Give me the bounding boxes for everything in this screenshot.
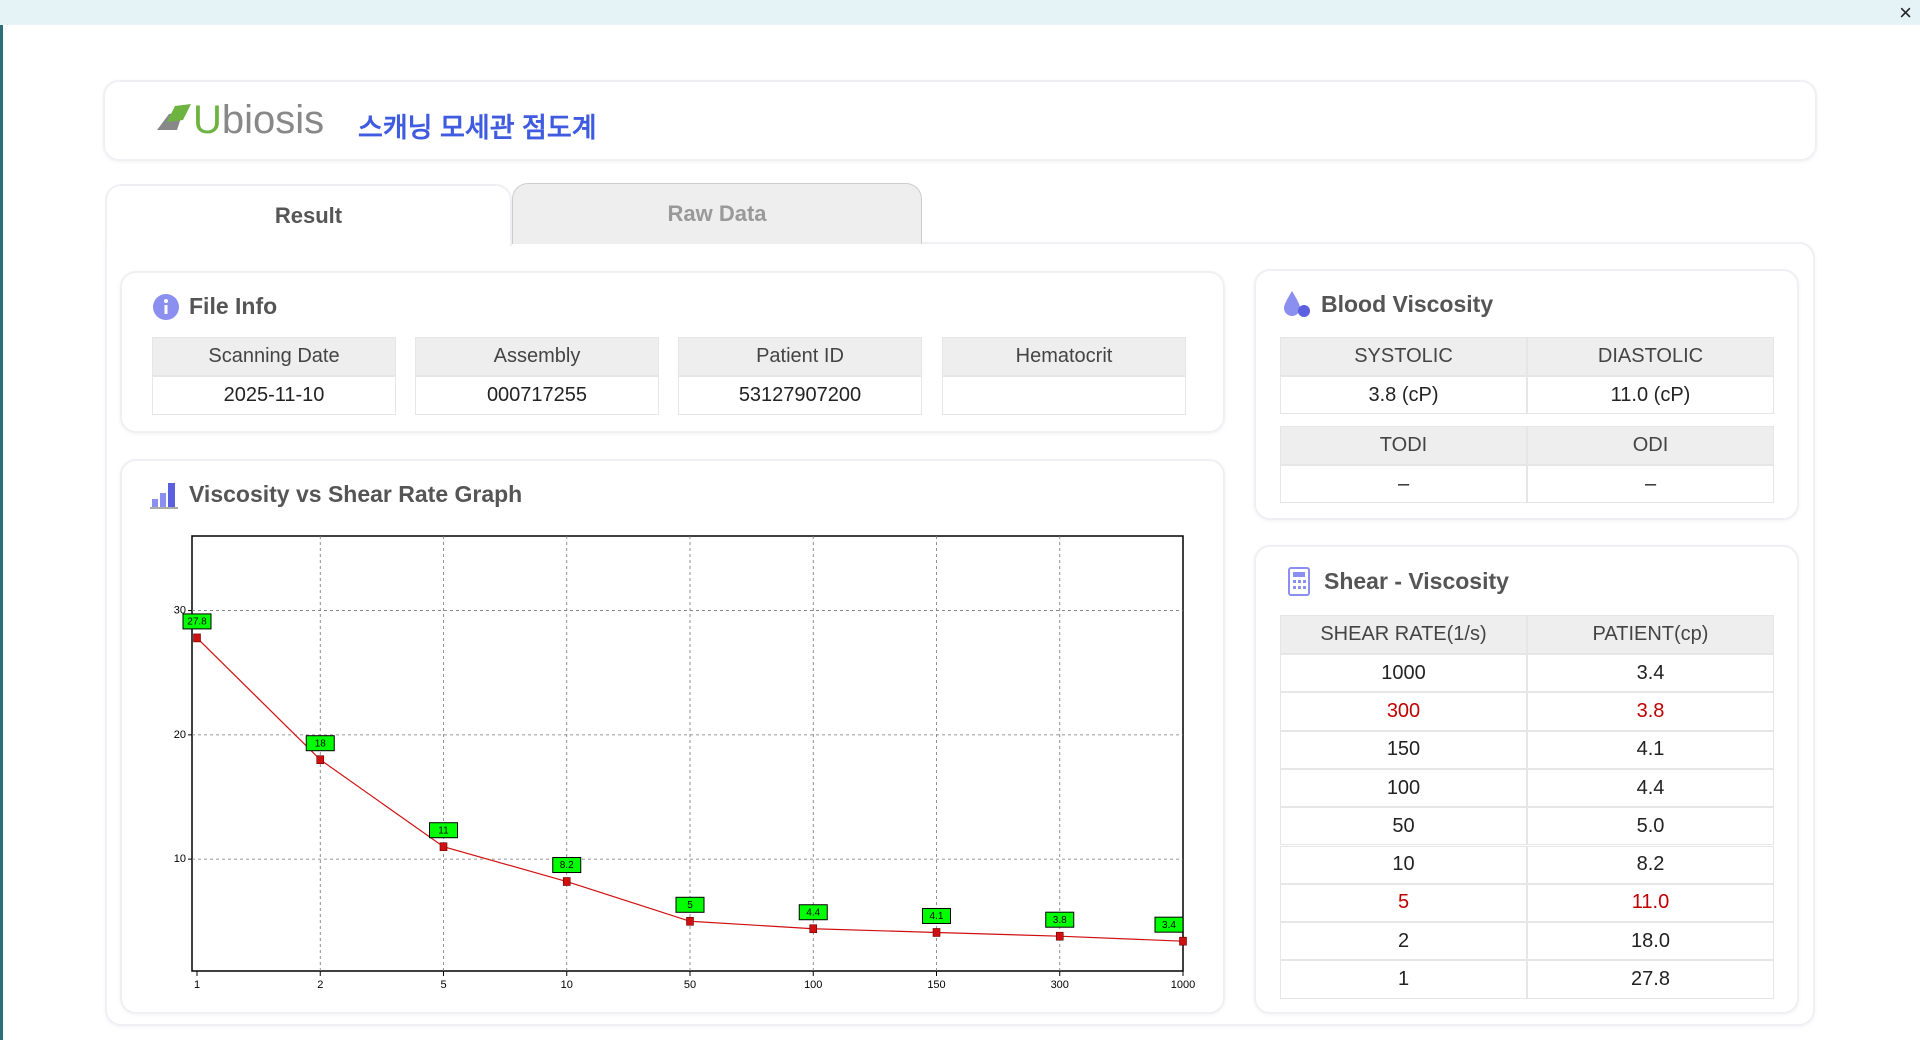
data-label-box	[922, 907, 951, 924]
x-tick-label: 2	[317, 979, 323, 991]
data-point	[1179, 936, 1187, 946]
data-label: 4.4	[806, 907, 820, 918]
table-cell: 4.1	[1527, 730, 1774, 769]
chart-icon	[150, 483, 178, 509]
data-label-box	[182, 613, 212, 630]
data-label-box	[1045, 911, 1075, 928]
table-cell: 100	[1280, 768, 1527, 808]
table-cell: 53127907200	[678, 376, 922, 415]
table-cell: –	[1527, 465, 1774, 503]
x-tick-label: 10	[561, 979, 573, 991]
tab-raw-data[interactable]: Raw Data	[512, 183, 922, 244]
data-point	[562, 877, 571, 886]
table-cell: 27.8	[1527, 960, 1774, 999]
title-bar	[0, 0, 1920, 25]
table-cell: 5.0	[1527, 807, 1774, 846]
data-label: 8.2	[560, 860, 574, 871]
table-cell: 150	[1280, 730, 1527, 769]
table-cell: 2	[1280, 922, 1527, 961]
calculator-icon	[1288, 567, 1310, 596]
data-label: 27.8	[187, 617, 207, 628]
x-tick-label: 300	[1051, 979, 1069, 991]
section-title: File Info	[189, 293, 278, 319]
table-header: Scanning Date	[152, 337, 396, 376]
table-cell: –	[1280, 465, 1527, 503]
tab-result[interactable]: Result	[105, 184, 512, 246]
brand: Ubiosis	[193, 98, 325, 142]
data-point	[193, 633, 201, 643]
table-cell: 8.2	[1527, 845, 1774, 884]
table-header: Assembly	[415, 337, 659, 376]
data-point	[1055, 931, 1064, 941]
data-point	[316, 755, 325, 765]
section-title: Shear - Viscosity	[1324, 568, 1509, 594]
table-header: TODI	[1280, 426, 1527, 465]
table-cell: 3.4	[1527, 654, 1774, 693]
data-label: 11	[438, 825, 449, 836]
data-label-box	[305, 735, 335, 752]
data-point	[932, 928, 941, 937]
x-tick-label: 150	[927, 979, 945, 991]
table-header: SHEAR RATE(1/s)	[1280, 615, 1527, 654]
window-border	[0, 25, 3, 1040]
table-cell: 50	[1280, 807, 1527, 846]
data-label-box	[429, 822, 458, 839]
drop-icon	[1284, 291, 1310, 317]
data-label: 3.4	[1162, 920, 1176, 931]
table-cell: 300	[1280, 692, 1527, 731]
data-point	[439, 842, 448, 852]
x-tick-label: 100	[804, 979, 822, 991]
close-button[interactable]: ×	[1899, 0, 1912, 25]
table-header: SYSTOLIC	[1280, 337, 1527, 376]
x-tick-label: 1	[194, 979, 200, 991]
data-point	[809, 924, 818, 934]
table-cell: 000717255	[415, 376, 659, 415]
data-label: 4.1	[930, 911, 944, 922]
table-cell: 11.0	[1527, 883, 1774, 923]
x-tick-label: 1000	[1171, 979, 1195, 991]
app-title: 스캐닝 모세관 점도계	[358, 113, 597, 143]
data-point	[686, 916, 694, 926]
table-cell: 4.4	[1527, 768, 1774, 808]
logo-icon	[157, 104, 191, 130]
data-label-box	[798, 904, 828, 921]
table-cell: 1	[1280, 960, 1527, 999]
table-header: PATIENT(cp)	[1527, 615, 1774, 654]
y-tick-label: 20	[174, 729, 186, 741]
table-cell: 5	[1280, 883, 1527, 923]
header-card: Ubiosis 스캐닝 모세관 점도계	[103, 80, 1817, 161]
x-tick-label: 50	[684, 979, 696, 991]
data-label-box	[552, 857, 582, 874]
y-tick-label: 10	[174, 853, 186, 865]
data-label: 18	[315, 738, 327, 749]
data-label: 3.8	[1053, 915, 1067, 926]
table-header: ODI	[1527, 426, 1774, 465]
table-cell: 3.8 (cP)	[1280, 376, 1527, 414]
table-header: Patient ID	[678, 337, 922, 376]
data-label: 5	[687, 900, 693, 911]
chart-title: Viscosity vs Shear Rate Graph	[189, 481, 523, 507]
section-title: Blood Viscosity	[1321, 291, 1494, 317]
data-label-box	[675, 896, 705, 913]
table-cell: 18.0	[1527, 922, 1774, 961]
info-icon	[153, 294, 179, 320]
data-label-box	[1154, 916, 1184, 933]
table-header: Hematocrit	[942, 337, 1186, 376]
x-tick-label: 5	[440, 979, 446, 991]
table-cell: 11.0 (cP)	[1527, 376, 1774, 414]
table-cell	[942, 376, 1186, 415]
table-header: DIASTOLIC	[1527, 337, 1774, 376]
table-cell: 3.8	[1527, 692, 1774, 731]
table-cell: 10	[1280, 845, 1527, 884]
table-cell: 1000	[1280, 654, 1527, 693]
table-cell: 2025-11-10	[152, 376, 396, 415]
